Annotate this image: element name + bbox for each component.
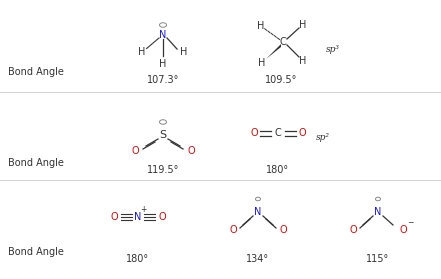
Text: H: H [138, 47, 146, 57]
Text: N: N [254, 207, 262, 217]
Text: O: O [399, 225, 407, 235]
Text: C: C [280, 37, 286, 47]
Text: H: H [180, 47, 188, 57]
Text: 180°: 180° [127, 254, 149, 264]
Text: sp²: sp² [316, 133, 330, 143]
Text: O: O [279, 225, 287, 235]
Text: N: N [374, 207, 382, 217]
Text: O: O [158, 212, 166, 222]
Text: Bond Angle: Bond Angle [8, 67, 64, 77]
Text: Bond Angle: Bond Angle [8, 158, 64, 168]
Text: S: S [160, 130, 167, 140]
Text: 180°: 180° [266, 165, 290, 175]
Text: O: O [229, 225, 237, 235]
Text: 115°: 115° [366, 254, 390, 264]
Text: H: H [257, 21, 265, 31]
Polygon shape [266, 44, 281, 59]
Text: C: C [275, 128, 281, 138]
Text: 119.5°: 119.5° [147, 165, 179, 175]
Text: O: O [187, 146, 195, 156]
Text: H: H [159, 59, 167, 69]
Text: N: N [159, 30, 167, 40]
Text: H: H [299, 20, 306, 30]
Text: +: + [140, 206, 146, 215]
Text: O: O [298, 128, 306, 138]
Text: O: O [349, 225, 357, 235]
Text: H: H [258, 58, 265, 68]
Text: 109.5°: 109.5° [265, 75, 297, 85]
Text: O: O [131, 146, 139, 156]
Text: N: N [135, 212, 142, 222]
Text: −: − [407, 218, 413, 227]
Text: sp³: sp³ [326, 45, 340, 54]
Text: H: H [299, 56, 306, 66]
Text: Bond Angle: Bond Angle [8, 247, 64, 257]
Text: O: O [250, 128, 258, 138]
Text: 107.3°: 107.3° [147, 75, 179, 85]
Text: O: O [110, 212, 118, 222]
Text: 134°: 134° [247, 254, 269, 264]
